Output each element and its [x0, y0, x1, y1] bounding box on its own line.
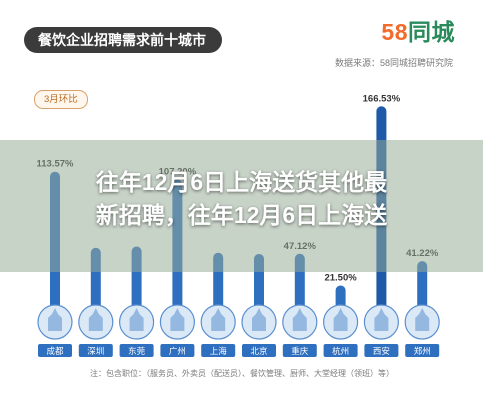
city-label-box [201, 344, 236, 357]
category-label: 郑州 [414, 346, 431, 357]
data-label: 21.50% [324, 272, 357, 283]
category-label: 西安 [373, 346, 390, 357]
brand-logo: 58同城 [381, 13, 455, 47]
city-label-box [405, 344, 440, 357]
city-label-box [242, 344, 276, 357]
logo-number: 58 [381, 19, 408, 45]
category-label: 北京 [250, 346, 267, 357]
footnote: 注：包含职位：（服务员、外卖员（配送员）、餐饮管理、厨师、大堂经理（领班）等） [90, 369, 394, 378]
category-label: 东莞 [128, 346, 146, 357]
city-label-box [282, 344, 317, 357]
landmark-silhouette-icon [333, 308, 348, 331]
category-label: 广州 [169, 346, 186, 357]
category-label: 成都 [46, 346, 64, 357]
city-label-box [323, 344, 358, 357]
landmark-silhouette-icon [415, 308, 430, 331]
headline-line-1: 往年12月6日上海送货其他最 [95, 169, 388, 195]
landmark-silhouette-icon [292, 308, 307, 331]
landmark-silhouette-icon [88, 308, 103, 331]
category-label: 重庆 [291, 346, 309, 357]
category-label: 杭州 [332, 346, 349, 357]
landmark-silhouette-icon [48, 308, 62, 331]
city-label-box [364, 344, 399, 357]
category-label: 深圳 [87, 346, 104, 357]
headline: 往年12月6日上海送货其他最 新招聘，往年12月6日上海送 [0, 166, 483, 232]
landmark-silhouette-icon [374, 308, 389, 331]
city-label-box [119, 344, 154, 357]
data-label: 166.53% [363, 93, 401, 104]
landmark-silhouette-icon [129, 308, 144, 331]
chart-title: 餐饮企业招聘需求前十城市 [24, 27, 222, 53]
headline-line-2: 新招聘，往年12月6日上海送 [95, 202, 388, 228]
category-label: 上海 [210, 346, 228, 357]
mom-badge: 3月环比 [34, 90, 88, 109]
headline-overlay [0, 140, 483, 272]
landmark-silhouette-icon [211, 308, 226, 331]
city-label-box [78, 344, 113, 357]
landmark-silhouette-icon [170, 308, 185, 331]
landmark-silhouette-icon [252, 308, 266, 331]
bar [417, 261, 428, 316]
data-source: 数据来源：58同城招聘研究院 [334, 58, 453, 68]
city-label-box [38, 344, 72, 357]
city-label-box [160, 344, 195, 357]
logo-name: 同城 [408, 19, 455, 45]
